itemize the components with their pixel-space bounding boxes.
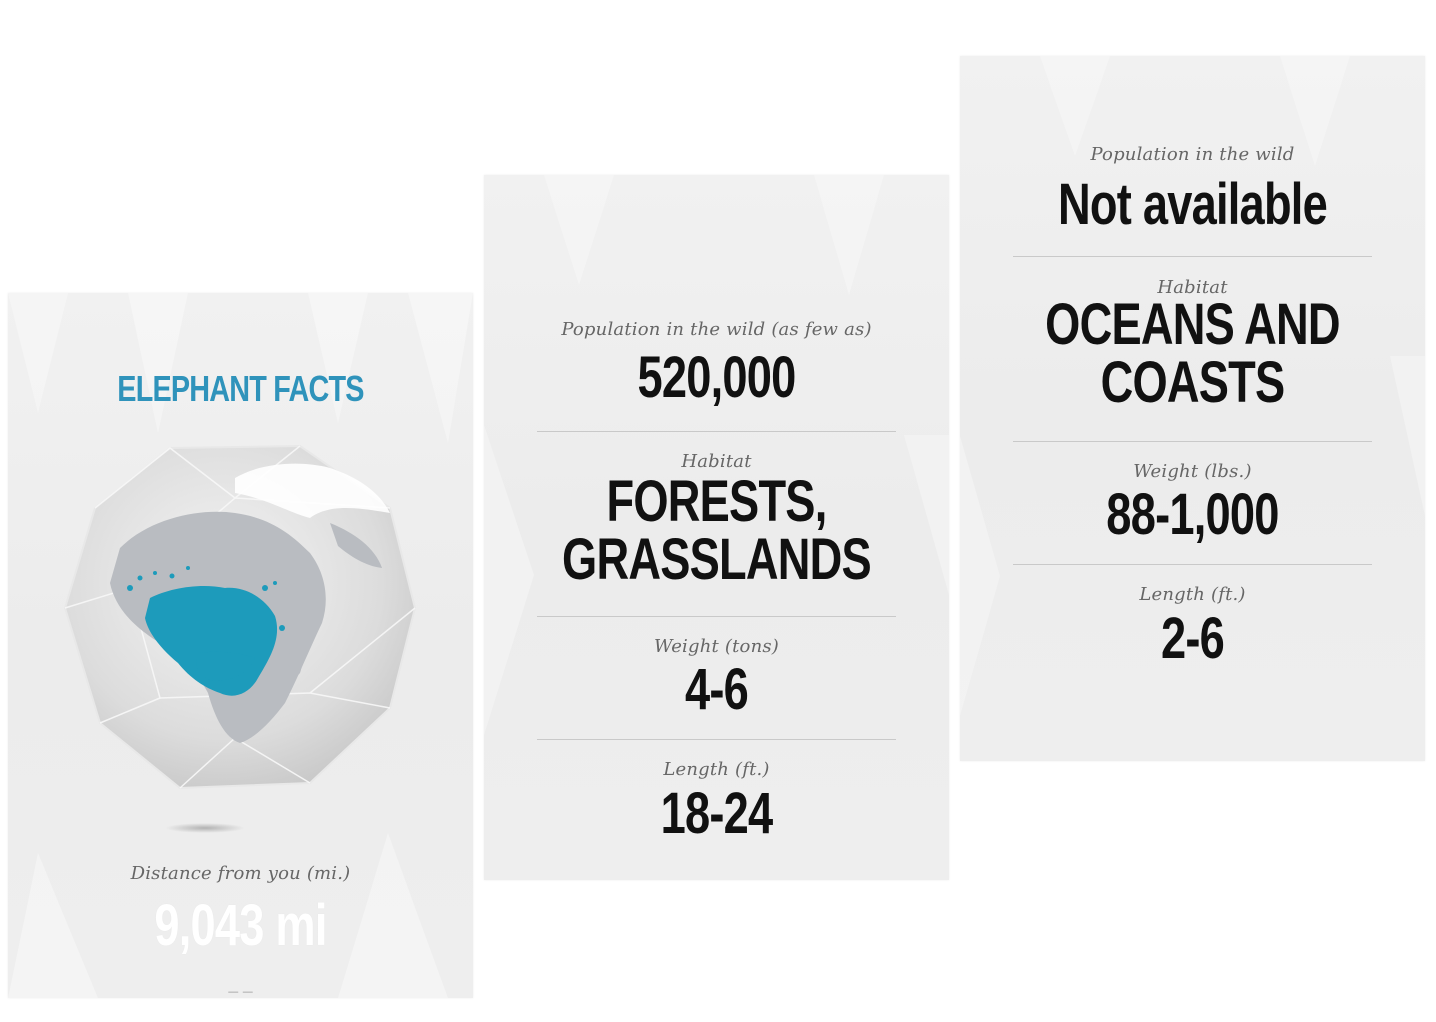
population-value: 520,000: [637, 345, 796, 410]
facts-title: ELEPHANT FACTS: [117, 368, 364, 409]
weight-value: 88-1,000: [1106, 482, 1279, 547]
habitat-value-line1: OCEANS AND: [1045, 292, 1340, 357]
habitat-value-line1: FORESTS,: [606, 469, 828, 534]
globe-map-icon: [63, 444, 417, 790]
habitat-label: Habitat: [681, 451, 752, 472]
population-label: Population in the wild: [1090, 144, 1295, 165]
habitat-label: Habitat: [1157, 277, 1228, 298]
globe-shadow: [165, 823, 245, 833]
length-value: 2-6: [1160, 606, 1225, 671]
elephant-facts-card[interactable]: ELEPHANT FACTS: [8, 293, 473, 998]
weight-value: 4-6: [684, 657, 749, 722]
population-value: Not available: [1058, 172, 1328, 237]
card-footer: — —: [227, 985, 254, 998]
divider: [1013, 256, 1372, 257]
length-label: Length (ft.): [1139, 584, 1246, 605]
divider: [537, 431, 896, 432]
divider: [537, 739, 896, 740]
distance-label: Distance from you (mi.): [130, 863, 351, 884]
population-label: Population in the wild (as few as): [561, 319, 872, 340]
habitat-value-line2: GRASSLANDS: [562, 527, 872, 592]
distance-value: 9,043 mi: [154, 893, 327, 958]
length-value: 18-24: [660, 781, 774, 846]
weight-label: Weight (lbs.): [1133, 461, 1252, 482]
elephant-stats-card[interactable]: Population in the wild (as few as) 520,0…: [484, 175, 949, 880]
divider: [1013, 441, 1372, 442]
divider: [1013, 564, 1372, 565]
weight-label: Weight (tons): [653, 636, 780, 657]
length-label: Length (ft.): [663, 759, 770, 780]
marine-stats-card[interactable]: Population in the wild Not available Hab…: [960, 56, 1425, 761]
habitat-value-line2: COASTS: [1100, 350, 1286, 415]
divider: [537, 616, 896, 617]
